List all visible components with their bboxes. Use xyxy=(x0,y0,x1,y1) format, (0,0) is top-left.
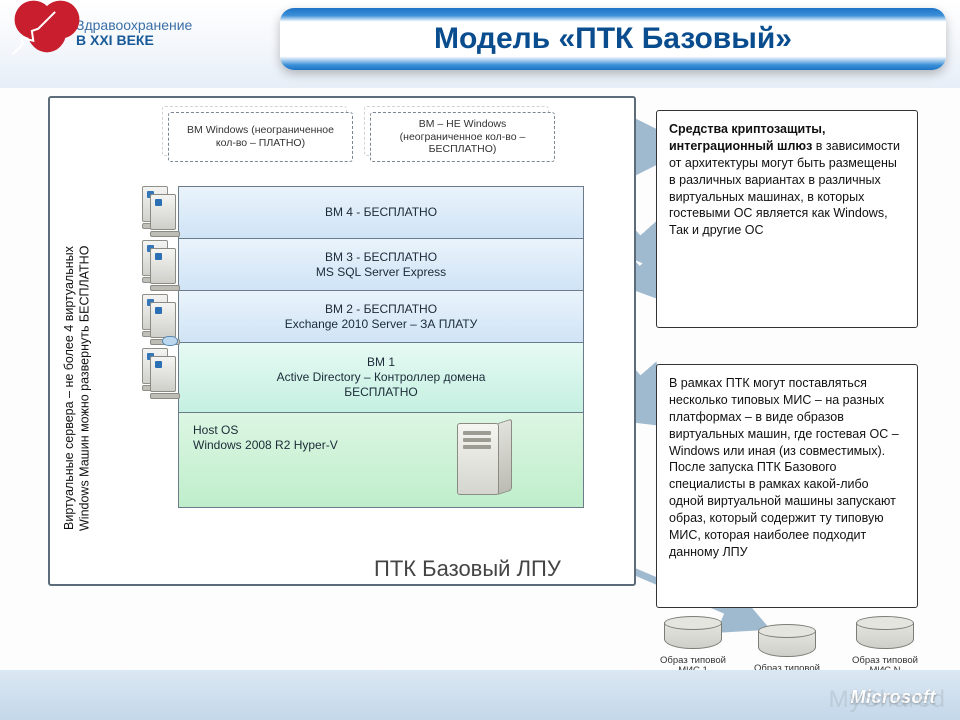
title-pill: Модель «ПТК Базовый» xyxy=(280,8,946,70)
note-crypto-bold: Средства криптозащиты, интеграционный шл… xyxy=(669,122,825,153)
vm1-label-c: БЕСПЛАТНО xyxy=(344,385,417,400)
cylinder-icon: Образ типовой МИС N xyxy=(856,616,914,652)
diagram-canvas: Виртуальные сервера – не более 4 виртуал… xyxy=(48,96,922,654)
cylinder-icon: Образ типовой МИС 2 xyxy=(758,624,816,660)
note-mis: В рамках ПТК могут поставляться нескольк… xyxy=(656,364,918,608)
host-server-icon xyxy=(457,423,515,503)
host-label-b: Windows 2008 R2 Hyper-V xyxy=(193,438,338,453)
brand-line2: В XXI ВЕКЕ xyxy=(76,32,154,48)
server-icon xyxy=(150,356,180,400)
layer-vm4: ВМ 4 - БЕСПЛАТНО xyxy=(178,186,584,238)
heart-icon xyxy=(20,6,74,60)
vm2-label-a: ВМ 2 - БЕСПЛАТНО xyxy=(325,302,437,317)
outer-frame-label: ПТК Базовый ЛПУ xyxy=(374,556,561,582)
server-icon xyxy=(150,248,180,292)
layer-host: Host OS Windows 2008 R2 Hyper-V xyxy=(178,412,584,508)
page-title: Модель «ПТК Базовый» xyxy=(434,22,792,56)
note-crypto-rest: в зависимости от архитектуры могут быть … xyxy=(669,139,900,237)
cylinder-icon: Образ типовой МИС 1 xyxy=(664,616,722,652)
disk-icon xyxy=(162,336,178,346)
watermark: MyShared xyxy=(829,686,946,714)
footer: Microsoft xyxy=(0,670,960,720)
vm4-label: ВМ 4 - БЕСПЛАТНО xyxy=(325,205,437,220)
vm2-label-b: Exchange 2010 Server – ЗА ПЛАТУ xyxy=(285,317,478,332)
brand-text: Здравоохранение В XXI ВЕКЕ xyxy=(76,18,192,47)
brand-line1: Здравоохранение xyxy=(76,18,192,33)
layer-vm2: ВМ 2 - БЕСПЛАТНО Exchange 2010 Server – … xyxy=(178,290,584,342)
header: Здравоохранение В XXI ВЕКЕ Модель «ПТК Б… xyxy=(0,0,960,88)
vm3-label-a: ВМ 3 - БЕСПЛАТНО xyxy=(325,250,437,265)
host-label-a: Host OS xyxy=(193,423,238,438)
layer-vm1: ВМ 1 Active Directory – Контроллер домен… xyxy=(178,342,584,412)
vertical-note: Виртуальные сервера – не более 4 виртуал… xyxy=(62,238,84,538)
server-icon xyxy=(150,194,180,238)
dashed-vm-nonwindows: ВМ – НЕ Windows (неограниченное кол-во –… xyxy=(370,112,555,162)
dashed-vm-windows: ВМ Windows (неограниченное кол-во – ПЛАТ… xyxy=(168,112,353,162)
vm1-label-a: ВМ 1 xyxy=(367,355,395,370)
note-crypto: Средства криптозащиты, интеграционный шл… xyxy=(656,110,918,328)
vm-stack: ВМ 4 - БЕСПЛАТНО ВМ 3 - БЕСПЛАТНО MS SQL… xyxy=(178,186,584,508)
brand-logo: Здравоохранение В XXI ВЕКЕ xyxy=(28,14,192,52)
vm3-label-b: MS SQL Server Express xyxy=(316,265,446,280)
layer-vm3: ВМ 3 - БЕСПЛАТНО MS SQL Server Express xyxy=(178,238,584,290)
outer-frame: Виртуальные сервера – не более 4 виртуал… xyxy=(48,96,636,586)
vm1-label-b: Active Directory – Контроллер домена xyxy=(277,370,486,385)
